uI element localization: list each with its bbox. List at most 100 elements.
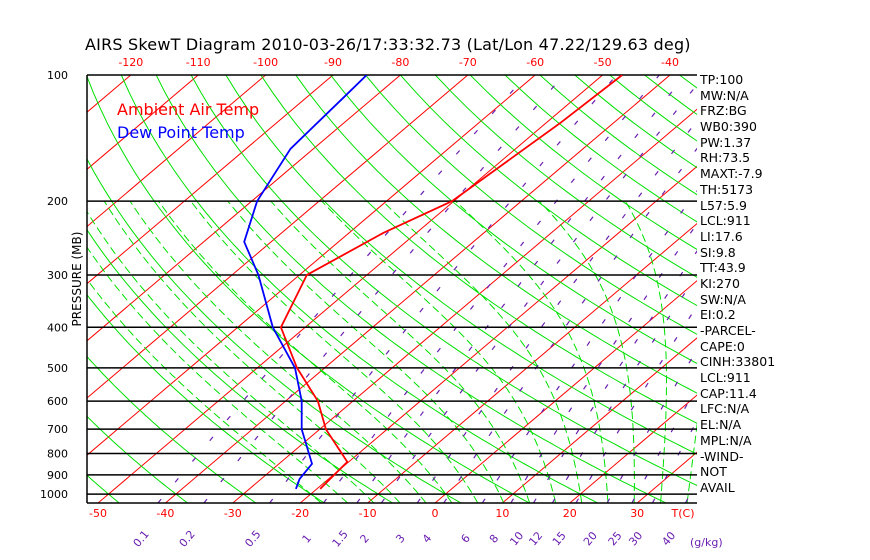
mixing-ratio-line [269, 75, 617, 503]
mixing-ratio-tick-label: 0.5 [242, 528, 263, 550]
dry-adiabat-line [225, 75, 697, 455]
pressure-tick-label: 500 [47, 362, 68, 375]
moist-adiabat-line [158, 200, 453, 503]
top-temp-tick-label: -40 [661, 56, 679, 69]
isotherm-line [165, 75, 671, 503]
bottom-temp-tick-label: -20 [291, 507, 309, 520]
isotherm-line [87, 75, 132, 113]
stat-item: LI:17.6 [700, 228, 743, 244]
pressure-tick-label: 200 [47, 195, 68, 208]
moist-adiabat-line [190, 200, 479, 503]
bottom-temp-tick-label: 0 [432, 507, 439, 520]
x-axis-title: T(C) [671, 507, 695, 520]
moist-adiabat-line [539, 200, 635, 503]
y-axis-title: PRESSURE (MB) [70, 231, 84, 327]
mixing-ratio-tick-label: 1 [300, 532, 314, 546]
bottom-temp-tick-label: -50 [89, 507, 107, 520]
mixing-ratio-tick-label: 15 [550, 529, 569, 548]
top-temp-tick-label: -70 [459, 56, 477, 69]
isotherm-line [87, 75, 536, 456]
pressure-tick-label: 100 [47, 69, 68, 82]
mixing-ratio-tick-label: 6 [458, 532, 472, 546]
moist-adiabat-line [87, 278, 322, 503]
stat-item: -WIND- [700, 448, 744, 464]
stat-item: EL:N/A [700, 417, 742, 433]
stat-item: LFC:N/A [700, 401, 750, 417]
stat-item: SI:9.8 [700, 244, 736, 260]
dry-adiabat-line [295, 75, 697, 394]
mixing-ratio-line [416, 120, 697, 503]
stat-item: -PARCEL- [700, 323, 756, 338]
bottom-temp-tick-label: 10 [495, 507, 509, 520]
isotherm-line [87, 75, 266, 228]
stat-item: CAP:11.4 [700, 385, 757, 401]
stat-item: CINH:33801 [700, 354, 776, 370]
stat-item: SW:N/A [700, 291, 746, 307]
mixing-ratio-tick-label: 0.1 [131, 528, 152, 550]
background-lines [0, 75, 870, 503]
mixing-ratio-tick-label: 0.2 [177, 528, 198, 550]
legend-temp: Ambient Air Temp [117, 100, 260, 119]
stability-indices-panel: TP:100 MW:N/A FRZ:BG WB0:390 PW:1.37 RH:73.5 M… [700, 72, 775, 496]
mixing-ratio-line [532, 250, 697, 503]
moist-adiabat-line [227, 200, 505, 503]
dry-adiabat-line [87, 228, 393, 503]
top-temp-tick-label: -100 [253, 56, 278, 69]
moist-adiabat-line [624, 200, 667, 503]
stat-item: LCL:911 [700, 370, 751, 386]
dry-adiabat-line [434, 75, 697, 278]
bottom-temp-tick-label: -40 [156, 507, 174, 520]
pressure-tick-label: 800 [47, 447, 68, 460]
stat-item: WB0:390 [700, 119, 757, 135]
pressure-tick-label: 700 [47, 423, 68, 436]
dry-adiabat-line [87, 75, 530, 503]
dry-adiabat-line [0, 75, 51, 503]
moist-adiabat-line [103, 200, 401, 503]
mixing-ratio-tick-label: 1.5 [330, 528, 351, 550]
pressure-tick-label: 900 [47, 469, 68, 482]
dry-adiabat-line [819, 75, 870, 503]
mixing-ratio-line [323, 75, 660, 503]
dry-adiabat-line [260, 75, 697, 424]
stat-item: EI:0.2 [700, 307, 736, 323]
stat-item: KI:270 [700, 275, 740, 291]
isotherm-line [87, 75, 334, 285]
stat-item: CAPE:0 [700, 338, 745, 354]
pressure-tick-label: 400 [47, 321, 68, 334]
stat-item: NOT [700, 464, 727, 480]
isotherm-line [434, 280, 697, 503]
top-temp-tick-label: -120 [118, 56, 143, 69]
stat-item: TT:43.9 [700, 260, 746, 276]
top-temp-tick-label: -90 [324, 56, 342, 69]
isotherm-line [232, 108, 697, 503]
dewpoint-profile-line [243, 75, 368, 490]
dry-adiabat-line [190, 75, 697, 487]
stat-item: MPL:N/A [700, 432, 752, 448]
stat-item: MW:N/A [700, 87, 749, 103]
profiles [243, 75, 623, 490]
dry-adiabat-line [120, 75, 598, 503]
dry-adiabat-line [87, 157, 462, 503]
mixing-ratio-tick-label: 10 [507, 529, 526, 548]
moist-adiabat-line [686, 421, 697, 503]
moist-adiabat-line [321, 200, 557, 503]
moist-adiabat-line [455, 200, 609, 503]
dry-adiabat-line [87, 415, 188, 503]
stat-item: PW:1.37 [700, 134, 752, 150]
top-temp-tick-label: -110 [186, 56, 211, 69]
mixing-ratio-tick-label: 8 [487, 532, 501, 546]
moist-adiabat-line [87, 210, 375, 503]
stat-item: FRZ:BG [700, 103, 747, 119]
stat-item: MAXT:-7.9 [700, 166, 763, 182]
moist-adiabat-line [87, 246, 348, 503]
isotherm-line [87, 75, 469, 399]
dry-adiabat-line [330, 75, 697, 364]
isotherm-line [87, 75, 199, 170]
dry-adiabat-line [365, 75, 697, 335]
dry-adiabat-line [469, 75, 697, 250]
mixing-ratio-tick-label: 2 [357, 532, 371, 546]
bottom-temp-tick-label: -30 [224, 507, 242, 520]
stat-item: TP:100 [700, 72, 744, 87]
mixing-ratio-tick-label: 25 [606, 529, 625, 548]
